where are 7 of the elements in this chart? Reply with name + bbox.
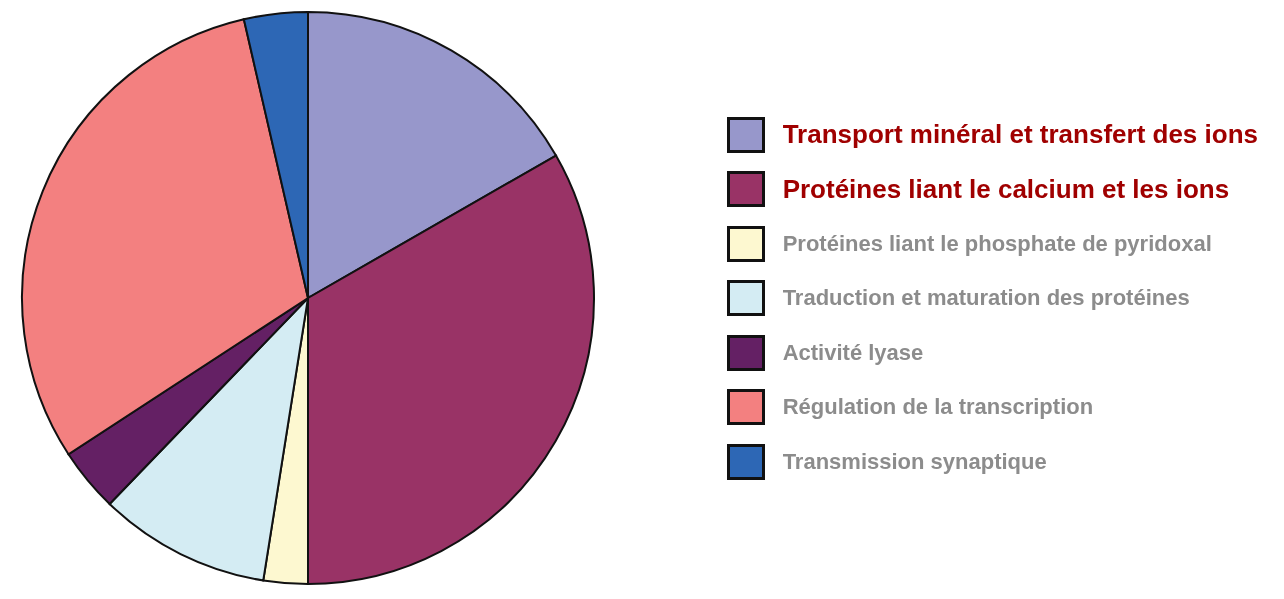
legend-label: Transmission synaptique: [782, 448, 1047, 475]
legend-label: Protéines liant le calcium et les ions: [782, 173, 1230, 205]
legend-label: Transport minéral et transfert des ions: [782, 119, 1258, 150]
legend-label: Protéines liant le phosphate de pyridoxal: [782, 230, 1212, 257]
legend-label: Traduction et maturation des protéines: [782, 285, 1190, 311]
legend-label: Régulation de la transcription: [782, 394, 1094, 420]
legend-label: Activité lyase: [782, 339, 924, 366]
